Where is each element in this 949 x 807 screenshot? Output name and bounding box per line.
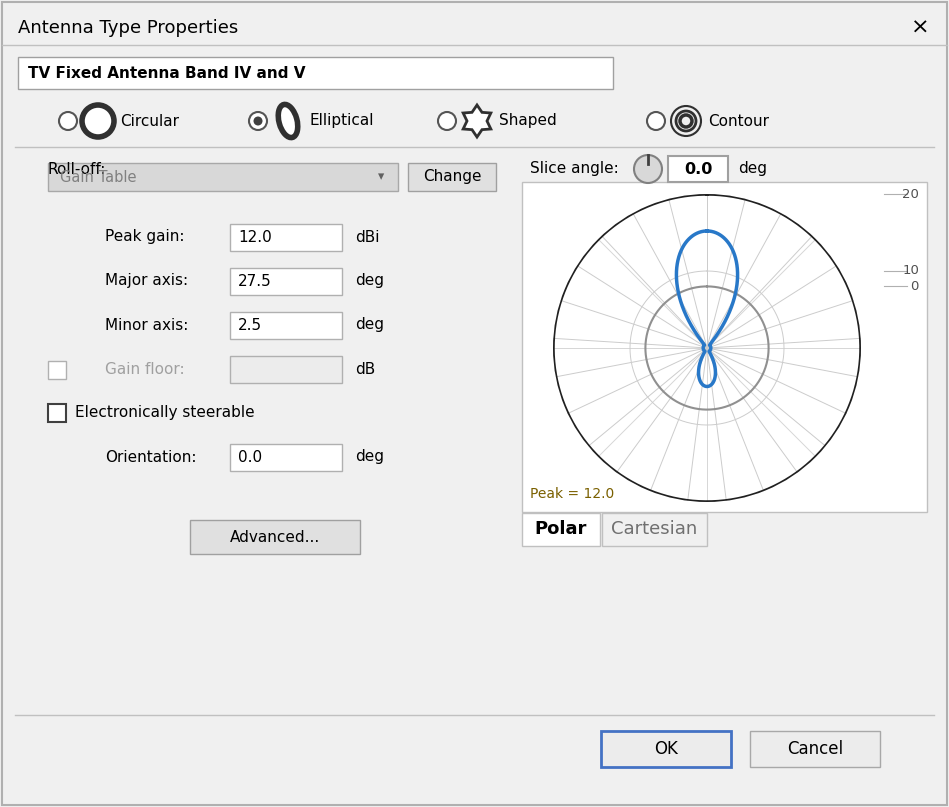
- Text: Change: Change: [422, 169, 481, 185]
- Bar: [230, 268, 342, 295]
- Circle shape: [634, 155, 662, 183]
- Text: Advanced...: Advanced...: [230, 529, 320, 545]
- Text: Cartesian: Cartesian: [611, 521, 698, 538]
- Text: 20: 20: [902, 187, 919, 200]
- Text: 2.5: 2.5: [238, 317, 262, 332]
- Text: 12.0: 12.0: [238, 229, 271, 245]
- Text: Slice angle:: Slice angle:: [530, 161, 619, 177]
- Text: Gain floor:: Gain floor:: [105, 362, 185, 377]
- Bar: [48, 404, 66, 422]
- Bar: [408, 163, 496, 191]
- Text: deg: deg: [355, 274, 384, 288]
- Text: ×: ×: [911, 18, 929, 38]
- Text: OK: OK: [654, 740, 678, 758]
- Bar: [522, 182, 927, 512]
- Ellipse shape: [278, 104, 298, 137]
- Bar: [230, 444, 342, 471]
- Bar: [18, 57, 613, 89]
- Text: dBi: dBi: [355, 229, 380, 245]
- Text: 0.0: 0.0: [238, 449, 262, 465]
- Bar: [601, 731, 731, 767]
- Polygon shape: [463, 105, 491, 137]
- Text: 0.0: 0.0: [684, 161, 712, 177]
- Text: TV Fixed Antenna Band IV and V: TV Fixed Antenna Band IV and V: [28, 65, 306, 81]
- Text: Polar: Polar: [535, 521, 587, 538]
- Text: dB: dB: [355, 362, 375, 377]
- Text: 27.5: 27.5: [238, 274, 271, 288]
- Text: deg: deg: [355, 317, 384, 332]
- Text: Orientation:: Orientation:: [105, 449, 196, 465]
- Bar: [230, 356, 342, 383]
- Text: deg: deg: [738, 161, 767, 177]
- Circle shape: [438, 112, 456, 130]
- Bar: [190, 520, 360, 554]
- Text: Major axis:: Major axis:: [105, 274, 188, 288]
- Bar: [48, 163, 398, 191]
- Bar: [522, 513, 600, 546]
- Text: deg: deg: [355, 449, 384, 465]
- Bar: [48, 361, 66, 379]
- Text: Antenna Type Properties: Antenna Type Properties: [18, 19, 238, 37]
- Text: 10: 10: [902, 265, 919, 278]
- Bar: [230, 312, 342, 339]
- Text: Gain Table: Gain Table: [60, 169, 137, 185]
- Circle shape: [253, 116, 263, 126]
- Bar: [668, 156, 728, 182]
- Text: Elliptical: Elliptical: [310, 114, 375, 128]
- Text: Circular: Circular: [120, 114, 179, 128]
- Text: Cancel: Cancel: [787, 740, 843, 758]
- Text: Electronically steerable: Electronically steerable: [75, 404, 254, 420]
- Text: Contour: Contour: [708, 114, 769, 128]
- Circle shape: [647, 112, 665, 130]
- Text: Roll-off:: Roll-off:: [48, 161, 106, 177]
- Text: ▾: ▾: [378, 170, 384, 183]
- Ellipse shape: [82, 105, 114, 137]
- Bar: [602, 513, 707, 546]
- Bar: [750, 731, 880, 767]
- Circle shape: [59, 112, 77, 130]
- Text: Peak = 12.0: Peak = 12.0: [530, 487, 614, 501]
- Bar: [230, 224, 342, 251]
- Text: 0: 0: [911, 280, 919, 293]
- Text: Minor axis:: Minor axis:: [105, 317, 188, 332]
- Text: Shaped: Shaped: [499, 114, 557, 128]
- Circle shape: [249, 112, 267, 130]
- Text: Peak gain:: Peak gain:: [105, 229, 184, 245]
